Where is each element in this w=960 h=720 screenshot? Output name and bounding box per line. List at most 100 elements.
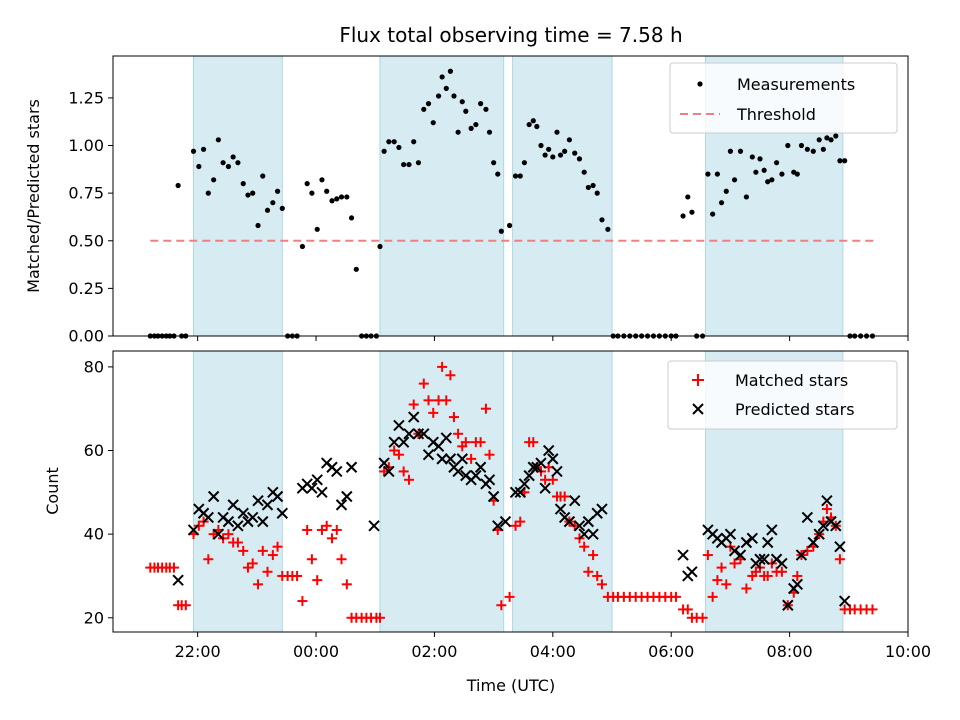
measurement-point bbox=[319, 177, 325, 183]
matched-star-point bbox=[408, 399, 419, 410]
matched-star-point bbox=[484, 449, 495, 460]
predicted-star-point-b bbox=[222, 515, 235, 528]
legend-matched-marker bbox=[692, 374, 704, 386]
predicted-star-point-b bbox=[569, 494, 581, 507]
predicted-star-point-b bbox=[276, 507, 289, 519]
predicted-star-point-b bbox=[207, 490, 220, 503]
predicted-star-point bbox=[436, 453, 448, 465]
observing-window-2 bbox=[512, 55, 613, 337]
measurement-point bbox=[175, 182, 181, 189]
predicted-star-point-b bbox=[527, 461, 539, 473]
predicted-star-point bbox=[316, 486, 328, 499]
predicted-star-point bbox=[452, 465, 464, 478]
measurement-point bbox=[478, 101, 484, 107]
matched-star-point bbox=[697, 612, 708, 623]
predicted-star-point-b bbox=[341, 490, 353, 503]
matched-star-point bbox=[448, 412, 459, 423]
y-tick-label: 80 bbox=[84, 357, 104, 376]
predicted-star-point bbox=[677, 549, 689, 561]
predicted-star-point bbox=[761, 536, 774, 549]
predicted-star-point-b bbox=[232, 520, 244, 532]
measurement-point bbox=[455, 129, 461, 135]
x-tick-label: 04:00 bbox=[530, 642, 576, 661]
measurement-point bbox=[718, 200, 725, 206]
predicted-star-point bbox=[487, 490, 500, 503]
predicted-star-point bbox=[456, 453, 468, 465]
measurement-point bbox=[381, 148, 387, 154]
bottom-axis-ticks: 20 40 60 80 22:00 00:00 02:00 04:00 06:00 08:00 10… bbox=[84, 357, 931, 661]
predicted-star-point-b bbox=[758, 553, 770, 565]
predicted-star-point-b bbox=[172, 574, 184, 586]
predicted-star-point bbox=[539, 482, 551, 494]
predicted-star-point-b bbox=[246, 511, 259, 524]
measurement-point bbox=[727, 148, 734, 154]
predicted-star-point-b bbox=[813, 528, 825, 540]
matched-star-point bbox=[596, 579, 607, 590]
matched-star-point bbox=[327, 533, 338, 544]
x-tick-label: 10:00 bbox=[885, 642, 931, 661]
matched-star-point bbox=[466, 453, 477, 464]
predicted-star-point-b bbox=[202, 511, 215, 524]
predicted-star-point-b bbox=[801, 511, 814, 524]
predicted-star-point-b bbox=[252, 494, 264, 507]
top-axis-ticks: 0.00 0.25 0.50 0.75 1.00 1.25 bbox=[68, 88, 909, 346]
predicted-star-point-b bbox=[838, 595, 851, 607]
matched-star-point bbox=[559, 491, 570, 502]
predicted-star-point bbox=[542, 444, 555, 457]
measurement-point bbox=[737, 148, 744, 154]
matched-star-point bbox=[504, 591, 515, 602]
measurement-point bbox=[309, 190, 315, 196]
matched-star-point bbox=[374, 612, 385, 623]
x-tick-label: 02:00 bbox=[411, 642, 457, 661]
predicted-star-point-b bbox=[754, 553, 766, 565]
matched-star-point bbox=[272, 541, 283, 552]
predicted-star-point-b bbox=[563, 515, 576, 528]
predicted-star-point-b bbox=[335, 499, 348, 511]
predicted-star-point bbox=[746, 532, 759, 545]
matched-star-point bbox=[528, 437, 539, 448]
predicted-star-point bbox=[422, 448, 435, 461]
top-y-axis-label: Matched/Predicted stars bbox=[24, 99, 43, 293]
matched-star-point bbox=[729, 558, 740, 569]
measurement-point bbox=[810, 148, 816, 154]
predicted-star-point bbox=[172, 574, 184, 586]
predicted-star-point-b bbox=[306, 482, 318, 494]
predicted-star-point bbox=[483, 474, 496, 486]
predicted-star-point bbox=[821, 494, 833, 507]
predicted-star-point bbox=[554, 503, 567, 515]
predicted-star-point-b bbox=[271, 490, 284, 503]
measurement-point bbox=[594, 190, 600, 196]
matched-star-point bbox=[168, 562, 179, 573]
matched-star-point bbox=[223, 529, 234, 540]
observing-window-1 bbox=[379, 55, 505, 337]
measurement-point bbox=[200, 146, 207, 152]
matched-star-point bbox=[712, 575, 723, 586]
predicted-star-point bbox=[499, 515, 512, 528]
matched-star-point bbox=[297, 596, 308, 607]
measurement-point bbox=[406, 161, 412, 168]
x-tick-label: 08:00 bbox=[767, 642, 813, 661]
matched-star-point bbox=[428, 407, 439, 418]
predicted-star-point-b bbox=[542, 444, 555, 457]
predicted-star-point bbox=[834, 540, 846, 553]
predicted-star-point bbox=[345, 461, 358, 473]
matched-star-point bbox=[423, 395, 434, 406]
chart-title: Flux total observing time = 7.58 h bbox=[339, 23, 682, 47]
predicted-star-point bbox=[563, 515, 576, 528]
measurement-point bbox=[753, 169, 759, 175]
predicted-star-point-b bbox=[388, 436, 400, 448]
matched-star-point bbox=[515, 516, 526, 527]
predicted-star-point bbox=[535, 457, 547, 469]
predicted-star-point bbox=[734, 549, 747, 561]
observing-window-0 bbox=[193, 55, 283, 337]
predicted-star-point bbox=[801, 511, 814, 524]
matched-star-point bbox=[321, 520, 332, 531]
measurement-point bbox=[314, 226, 320, 232]
predicted-star-point bbox=[306, 482, 318, 494]
predicted-star-point bbox=[569, 494, 581, 507]
predicted-star-point bbox=[728, 545, 741, 557]
predicted-star-point bbox=[257, 515, 269, 528]
matched-star-point bbox=[238, 545, 249, 556]
predicted-star-point bbox=[311, 474, 323, 486]
measurement-point bbox=[689, 209, 695, 215]
